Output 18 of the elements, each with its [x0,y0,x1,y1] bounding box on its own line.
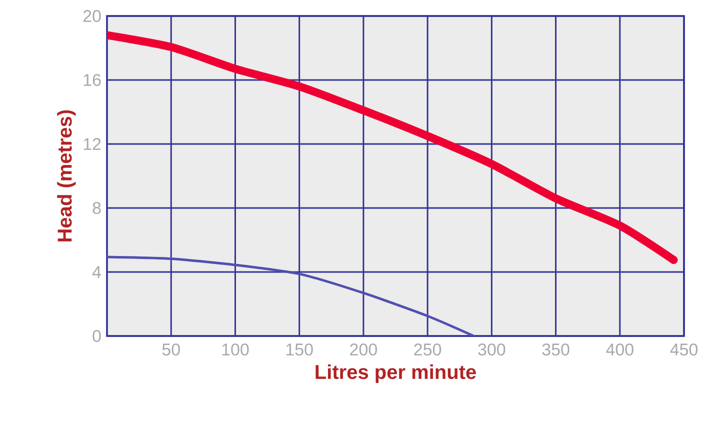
y-tick-label: 20 [83,10,101,22]
x-tick-label: 50 [162,344,180,356]
y-tick-label: 12 [84,138,101,150]
x-tick-label: 350 [542,344,570,356]
x-tick-label: 300 [478,344,506,356]
y-axis-title: Head (metres) [57,110,76,242]
y-tick-label: 8 [92,202,101,214]
y-tick-label: 4 [92,266,101,278]
x-tick-label: 100 [222,344,249,356]
y-tick-label: 16 [84,74,101,86]
x-axis-title: Litres per minute [316,364,476,384]
y-tick-label: 0 [92,330,101,342]
x-tick-label: 250 [414,344,442,356]
x-tick-label: 400 [606,344,634,356]
line-series [107,256,475,336]
x-tick-label: 150 [286,344,313,356]
x-tick-label: 450 [670,344,698,356]
x-tick-label: 200 [350,344,377,356]
